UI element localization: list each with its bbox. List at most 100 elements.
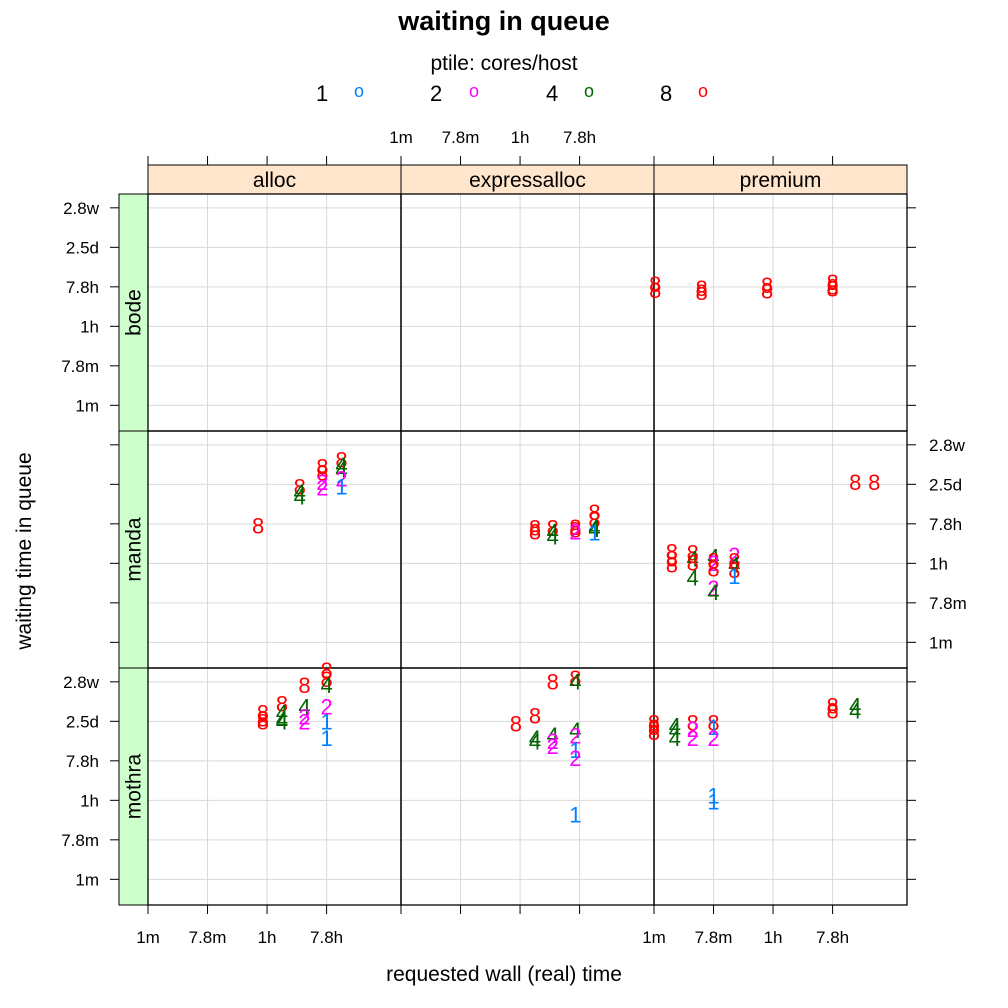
data-point-ptile-2: 2 [687, 717, 699, 742]
data-point-ptile-8: 8 [252, 514, 264, 539]
data-point-ptile-4: 4 [707, 580, 719, 605]
data-point-ptile-4: 4 [588, 517, 600, 542]
data-point-ptile-8: 8 [569, 515, 581, 540]
data-point-ptile-2: 2 [547, 734, 559, 759]
data-point-ptile-8: 8 [826, 275, 838, 300]
x-tick-label: 7.8h [563, 128, 596, 147]
y-tick-label: 7.8h [66, 752, 99, 771]
x-axis-title: requested wall (real) time [386, 963, 622, 986]
row-strip-label: bode [123, 289, 146, 336]
data-point-ptile-8: 8 [257, 706, 269, 731]
data-point-ptile-4: 4 [687, 546, 699, 571]
data-point-ptile-1: 1 [320, 726, 332, 751]
y-tick-label: 1m [929, 633, 953, 652]
data-point-ptile-8: 8 [510, 711, 522, 736]
panel-border [147, 430, 402, 669]
legend-symbol-8: o [698, 81, 709, 101]
data-point-ptile-2: 2 [316, 470, 328, 495]
data-point-ptile-8: 8 [666, 546, 678, 571]
data-point-ptile-1: 1 [707, 789, 719, 814]
data-point-ptile-2: 2 [298, 704, 310, 729]
data-point-ptile-4: 4 [547, 525, 559, 550]
x-tick-label: 7.8h [816, 928, 849, 947]
data-point-ptile-8: 8 [588, 500, 600, 525]
data-point-ptile-8: 8 [707, 710, 719, 735]
data-point-ptile-4: 4 [298, 695, 310, 720]
data-point-ptile-8: 8 [320, 658, 332, 683]
x-tick-label: 7.8m [442, 128, 480, 147]
data-point-ptile-2: 2 [335, 467, 347, 492]
data-point-ptile-2: 2 [707, 726, 719, 751]
y-tick-label: 2.5d [66, 238, 99, 257]
data-point-ptile-8: 8 [826, 698, 838, 723]
legend-symbol-2: o [469, 81, 480, 101]
data-point-ptile-8: 8 [276, 692, 288, 717]
x-tick-label: 1m [389, 128, 413, 147]
data-point-ptile-2: 2 [569, 723, 581, 748]
strip-expressalloc [400, 164, 655, 195]
strip-label: expressalloc [469, 169, 586, 192]
data-point-ptile-4: 4 [276, 709, 288, 734]
data-point-ptile-8: 8 [569, 666, 581, 691]
legend-label-4: 4 [546, 81, 559, 106]
data-point-ptile-8: 8 [687, 550, 699, 575]
y-tick-label: 1h [929, 554, 948, 573]
data-point-ptile-8: 8 [761, 273, 773, 298]
data-point-ptile-4: 4 [569, 718, 581, 743]
y-tick-label: 7.8h [929, 515, 962, 534]
y-tick-label: 1h [80, 791, 99, 810]
data-point-ptile-8: 8 [529, 516, 541, 541]
data-point-ptile-2: 2 [569, 520, 581, 545]
x-tick-label: 7.8m [189, 928, 227, 947]
panel-border [653, 667, 908, 906]
x-tick-label: 7.8h [310, 928, 343, 947]
data-point-ptile-4: 4 [276, 707, 288, 732]
data-point-ptile-8: 8 [728, 548, 740, 573]
data-point-ptile-4: 4 [707, 544, 719, 569]
y-tick-label: 7.8m [929, 594, 967, 613]
legend-title: ptile: cores/host [430, 52, 578, 75]
data-point-ptile-4: 4 [669, 718, 681, 743]
data-point-ptile-8: 8 [666, 552, 678, 577]
panel-border [147, 667, 402, 906]
legend-symbol-4: o [584, 81, 595, 101]
data-point-ptile-4: 4 [529, 726, 541, 751]
legend-label-8: 8 [660, 81, 673, 106]
data-point-ptile-4: 4 [849, 693, 861, 718]
data-point-ptile-1: 1 [588, 521, 600, 546]
data-point-ptile-8: 8 [868, 470, 880, 495]
data-point-ptile-4: 4 [728, 552, 740, 577]
data-point-ptile-4: 4 [687, 565, 699, 590]
strip-manda [118, 430, 149, 669]
x-tick-label: 1m [642, 928, 666, 947]
x-tick-label: 7.8m [695, 928, 733, 947]
y-tick-label: 7.8m [61, 831, 99, 850]
data-point-ptile-2: 2 [707, 576, 719, 601]
data-point-ptile-8: 8 [849, 470, 861, 495]
data-point-ptile-4: 4 [669, 726, 681, 751]
data-point-ptile-8: 8 [294, 474, 306, 499]
data-point-ptile-4: 4 [547, 520, 559, 545]
data-point-ptile-8: 8 [649, 278, 661, 303]
data-point-ptile-2: 2 [298, 710, 310, 735]
data-point-ptile-8: 8 [761, 279, 773, 304]
data-point-ptile-2: 2 [707, 551, 719, 576]
data-point-ptile-8: 8 [648, 715, 660, 740]
data-point-ptile-2: 2 [320, 695, 332, 720]
data-point-ptile-8: 8 [826, 270, 838, 295]
data-point-ptile-4: 4 [547, 723, 559, 748]
data-point-ptile-8: 8 [826, 693, 838, 718]
chart-title: waiting in queue [398, 6, 610, 36]
data-point-ptile-8: 8 [707, 556, 719, 581]
strip-mothra [118, 667, 149, 906]
data-point-ptile-4: 4 [294, 484, 306, 509]
data-point-ptile-8: 8 [707, 548, 719, 573]
data-point-ptile-8: 8 [298, 673, 310, 698]
data-point-ptile-4: 4 [320, 673, 332, 698]
data-point-ptile-8: 8 [666, 539, 678, 564]
data-point-ptile-8: 8 [648, 720, 660, 745]
panel-border [400, 430, 655, 669]
y-tick-label: 2.8w [63, 199, 100, 218]
row-strip-label: manda [123, 517, 146, 582]
